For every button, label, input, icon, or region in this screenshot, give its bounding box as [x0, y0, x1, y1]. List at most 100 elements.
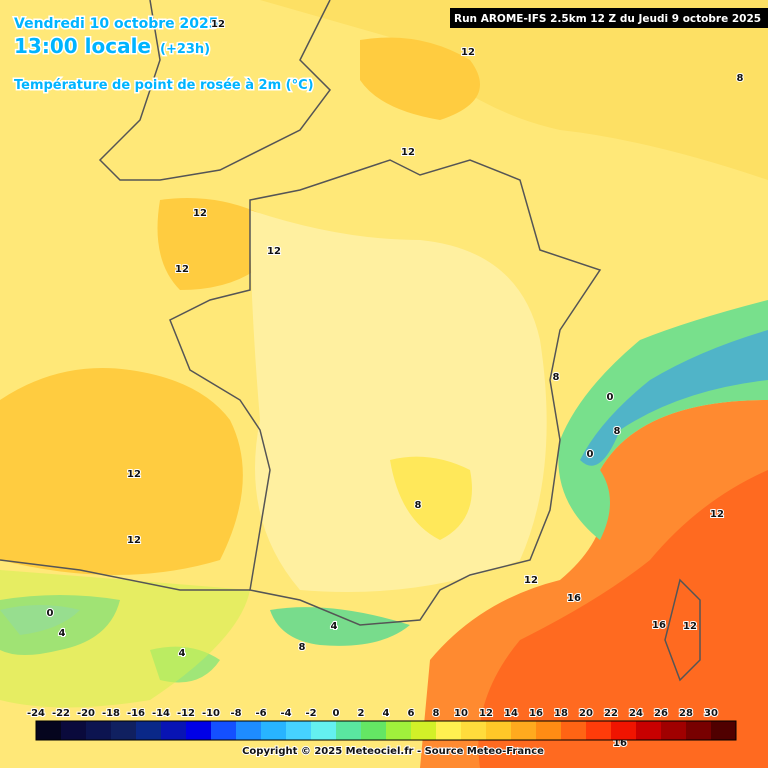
- legend-swatch: [711, 721, 737, 740]
- time: 13:00 locale: [14, 34, 151, 58]
- legend-swatch: [336, 721, 362, 740]
- legend-swatch: [511, 721, 537, 740]
- legend-tick-label: 0: [333, 708, 340, 719]
- legend-swatch: [686, 721, 712, 740]
- legend-tick-label: 14: [504, 708, 518, 719]
- contour-label: 12: [710, 509, 724, 520]
- contour-label: 8: [614, 426, 621, 437]
- contour-label: 8: [737, 73, 744, 84]
- legend-tick-label: -22: [52, 708, 70, 719]
- legend-swatch: [86, 721, 112, 740]
- contour-label: 12: [461, 47, 475, 58]
- legend-tick-label: -10: [202, 708, 220, 719]
- legend-swatch: [636, 721, 662, 740]
- legend-tick-label: -2: [305, 708, 316, 719]
- forecast-offset: (+23h): [160, 42, 210, 57]
- land-field: [250, 210, 547, 592]
- contour-label: 12: [401, 147, 415, 158]
- coastline-britain: [98, 0, 331, 181]
- legend-swatch: [561, 721, 587, 740]
- legend-tick-label: 12: [479, 708, 493, 719]
- date: Vendredi 10 octobre 2025: [14, 16, 219, 32]
- coastline-spain: [0, 559, 250, 591]
- legend-tick-label: -20: [77, 708, 95, 719]
- coastline-france: [169, 159, 602, 626]
- legend-swatch: [211, 721, 237, 740]
- legend-frame: [35, 720, 737, 741]
- contour-label: 4: [59, 628, 66, 639]
- legend-swatch: [436, 721, 462, 740]
- legend-tick-label: 28: [679, 708, 693, 719]
- legend-swatch: [461, 721, 487, 740]
- contour-label: 12: [267, 246, 281, 257]
- legend-tick-label: -6: [255, 708, 266, 719]
- copyright: Copyright © 2025 Meteociel.fr - Source M…: [242, 746, 544, 757]
- legend-tick-label: 6: [408, 708, 415, 719]
- run-info: Run AROME-IFS 2.5km 12 Z du Jeudi 9 octo…: [454, 13, 761, 25]
- contour-label: 12: [683, 621, 697, 632]
- legend-swatch: [361, 721, 387, 740]
- legend-swatch: [311, 721, 337, 740]
- contour-label: 4: [179, 648, 186, 659]
- legend-tick-label: 16: [529, 708, 543, 719]
- legend-swatch: [286, 721, 312, 740]
- contour-label: 8: [299, 642, 306, 653]
- legend-swatch: [136, 721, 162, 740]
- legend-swatch: [586, 721, 612, 740]
- legend-swatch: [61, 721, 87, 740]
- legend-swatch: [161, 721, 187, 740]
- contour-label: 8: [415, 500, 422, 511]
- contour-label: 0: [587, 449, 594, 460]
- iberia-field: [0, 570, 250, 708]
- legend-tick-label: 20: [579, 708, 593, 719]
- legend-tick-label: 24: [629, 708, 643, 719]
- legend-tick-label: 26: [654, 708, 668, 719]
- contour-label: 12: [127, 535, 141, 546]
- contour-label: 12: [193, 208, 207, 219]
- legend-swatch: [261, 721, 287, 740]
- legend-tick-label: 2: [358, 708, 365, 719]
- contour-label: 4: [331, 621, 338, 632]
- legend-swatch: [386, 721, 412, 740]
- legend-tick-label: -8: [230, 708, 241, 719]
- massif-field: [390, 456, 472, 540]
- legend-swatch: [611, 721, 637, 740]
- legend-tick-label: 8: [433, 708, 440, 719]
- legend-tick-label: 18: [554, 708, 568, 719]
- coastline-corsica: [664, 578, 701, 682]
- legend-swatch: [236, 721, 262, 740]
- legend-swatch: [486, 721, 512, 740]
- contour-label: 12: [524, 575, 538, 586]
- contour-label: 12: [175, 264, 189, 275]
- legend-tick-label: -12: [177, 708, 195, 719]
- legend-tick-label: -18: [102, 708, 120, 719]
- contour-label: 12: [127, 469, 141, 480]
- legend-tick-label: 10: [454, 708, 468, 719]
- contour-label: 8: [553, 372, 560, 383]
- legend-swatch: [661, 721, 687, 740]
- legend-tick-label: 30: [704, 708, 718, 719]
- legend-tick-label: 22: [604, 708, 618, 719]
- legend-tick-label: -16: [127, 708, 145, 719]
- north-field: [0, 0, 768, 180]
- legend-swatch: [536, 721, 562, 740]
- legend-tick-label: -4: [280, 708, 291, 719]
- legend-swatch: [111, 721, 137, 740]
- run-banner: [450, 8, 768, 28]
- legend-tick-label: -24: [27, 708, 45, 719]
- legend-tick-label: -14: [152, 708, 170, 719]
- pyrenees-green: [270, 607, 410, 646]
- legend-swatch: [411, 721, 437, 740]
- contour-label: 0: [607, 392, 614, 403]
- contour-label: 0: [47, 608, 54, 619]
- legend-tick-label: 4: [383, 708, 390, 719]
- atlantic-field: [0, 368, 243, 575]
- contour-label: 12: [211, 19, 225, 30]
- legend-swatch: [186, 721, 212, 740]
- alps-cold: [580, 330, 768, 466]
- map-title: Température de point de rosée à 2m (°C): [14, 78, 314, 93]
- contour-label: 16: [567, 593, 581, 604]
- contour-label: 16: [652, 620, 666, 631]
- mediterranean-warm: [478, 470, 768, 768]
